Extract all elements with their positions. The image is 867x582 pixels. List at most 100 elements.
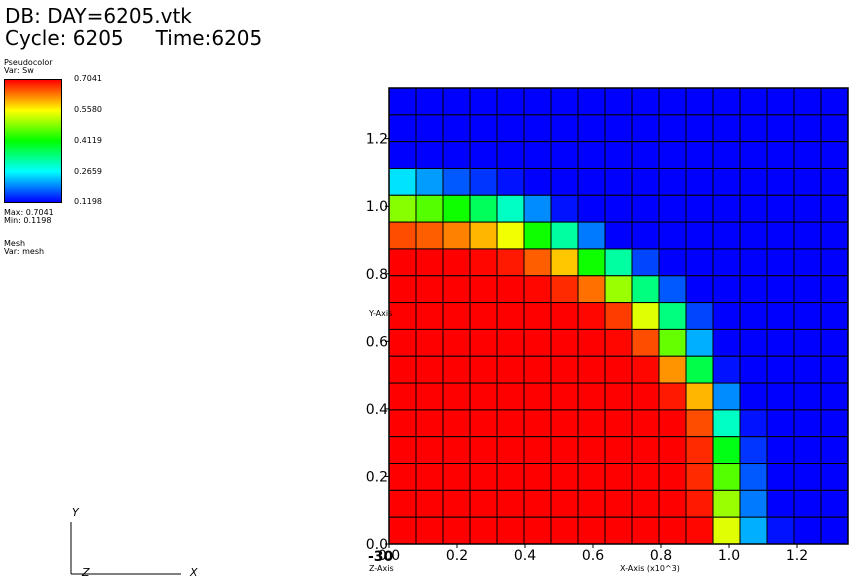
- legend-tick-label: 0.5580: [74, 105, 102, 114]
- heatmap-cell: [577, 248, 606, 277]
- heatmap-cell: [766, 248, 795, 277]
- heatmap-cell: [604, 489, 633, 518]
- heatmap-cell: [442, 436, 471, 465]
- heatmap-cell: [388, 489, 417, 518]
- heatmap-cell: [712, 302, 741, 330]
- heatmap-cell: [523, 355, 552, 384]
- heatmap-cell: [388, 436, 417, 465]
- heatmap-cell: [631, 114, 660, 143]
- heatmap-cell: [604, 275, 633, 304]
- heatmap-cell: [658, 516, 687, 545]
- y-tick-label: 0.6: [366, 334, 388, 350]
- heatmap-cell: [766, 382, 795, 411]
- heatmap-cell: [766, 355, 795, 384]
- heatmap-cell: [631, 87, 660, 116]
- heatmap-cell: [793, 167, 822, 196]
- heatmap-cell: [550, 194, 579, 223]
- legend-plot-type: Pseudocolor: [4, 58, 53, 67]
- heatmap-cell: [469, 436, 498, 465]
- heatmap-cell: [577, 463, 606, 491]
- heatmap-cell: [793, 328, 822, 357]
- heatmap-cell: [577, 141, 606, 169]
- heatmap-cell: [712, 409, 741, 438]
- heatmap-cell: [415, 194, 444, 223]
- heatmap-cells: [388, 87, 849, 545]
- heatmap-cell: [496, 436, 525, 465]
- heatmap-cell: [739, 382, 768, 411]
- heatmap-cell: [469, 114, 498, 143]
- heatmap-cell: [793, 409, 822, 438]
- heatmap-cell: [685, 167, 714, 196]
- heatmap-cell: [631, 516, 660, 545]
- heatmap-cell: [523, 382, 552, 411]
- heatmap-cell: [685, 409, 714, 438]
- heatmap-cell: [658, 221, 687, 250]
- heatmap-cell: [685, 194, 714, 223]
- heatmap-cell: [793, 248, 822, 277]
- heatmap-cell: [388, 382, 417, 411]
- heatmap-cell: [604, 167, 633, 196]
- heatmap-cell: [739, 463, 768, 491]
- heatmap-cell: [469, 328, 498, 357]
- heatmap-cell: [442, 382, 471, 411]
- heatmap-cell: [442, 328, 471, 357]
- heatmap-cell: [523, 114, 552, 143]
- heatmap-cell: [442, 463, 471, 491]
- heatmap-cell: [793, 275, 822, 304]
- heatmap-cell: [793, 302, 822, 330]
- heatmap-cell: [658, 409, 687, 438]
- heatmap-cell: [766, 194, 795, 223]
- heatmap-cell: [685, 141, 714, 169]
- heatmap-cell: [550, 221, 579, 250]
- heatmap-cell: [577, 516, 606, 545]
- heatmap-cell: [739, 275, 768, 304]
- heatmap-cell: [523, 248, 552, 277]
- heatmap-cell: [496, 87, 525, 116]
- heatmap-cell: [793, 114, 822, 143]
- heatmap-cell: [523, 275, 552, 304]
- heatmap-cell: [550, 167, 579, 196]
- triad-x-label: X: [189, 566, 198, 579]
- plot-border: [388, 87, 849, 545]
- heatmap-cell: [469, 221, 498, 250]
- heatmap-cell: [388, 221, 417, 250]
- heatmap-cell: [739, 87, 768, 116]
- heatmap-cell: [685, 355, 714, 384]
- heatmap-cell: [793, 463, 822, 491]
- heatmap-cell: [712, 194, 741, 223]
- heatmap-cell: [658, 248, 687, 277]
- heatmap-cell: [820, 248, 849, 277]
- heatmap-cell: [739, 167, 768, 196]
- heatmap-cell: [658, 167, 687, 196]
- heatmap-cell: [631, 194, 660, 223]
- heatmap-cell: [820, 302, 849, 330]
- heatmap-cell: [415, 114, 444, 143]
- heatmap-cell: [469, 382, 498, 411]
- heatmap-cell: [793, 141, 822, 169]
- heatmap-cell: [388, 328, 417, 357]
- heatmap-cell: [604, 409, 633, 438]
- heatmap-cell: [739, 355, 768, 384]
- heatmap-cell: [766, 114, 795, 143]
- triad-z-label: Z: [81, 566, 90, 579]
- heatmap-cell: [712, 463, 741, 491]
- heatmap-cell: [523, 194, 552, 223]
- legend-mesh-var: Var: mesh: [4, 247, 45, 256]
- heatmap-cell: [631, 328, 660, 357]
- heatmap-cell: [631, 302, 660, 330]
- heatmap-cell: [523, 489, 552, 518]
- heatmap-cell: [496, 328, 525, 357]
- heatmap-cell: [496, 382, 525, 411]
- heatmap-cell: [388, 141, 417, 169]
- heatmap-cell: [550, 436, 579, 465]
- heatmap-cell: [766, 489, 795, 518]
- y-tick-label: 0.2: [366, 469, 388, 485]
- heatmap-cell: [388, 275, 417, 304]
- axis-triad: Y X Z: [70, 506, 198, 579]
- heatmap-cell: [685, 516, 714, 545]
- heatmap-cell: [496, 463, 525, 491]
- heatmap-cell: [631, 463, 660, 491]
- heatmap-cell: [388, 167, 417, 196]
- heatmap-cell: [658, 141, 687, 169]
